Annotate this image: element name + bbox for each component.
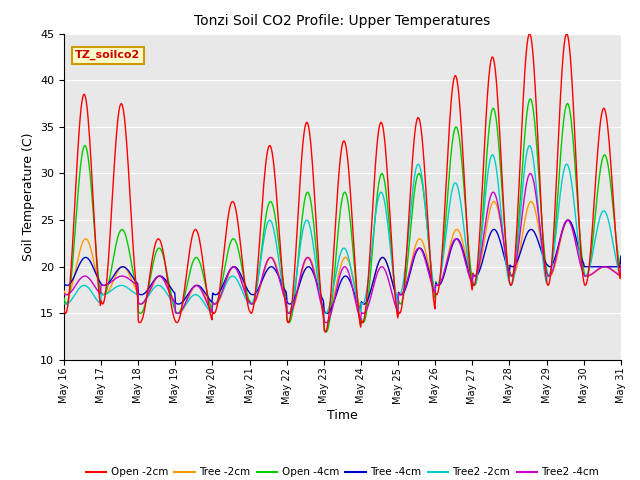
Legend: Open -2cm, Tree -2cm, Open -4cm, Tree -4cm, Tree2 -2cm, Tree2 -4cm: Open -2cm, Tree -2cm, Open -4cm, Tree -4… [81, 463, 604, 480]
Text: TZ_soilco2: TZ_soilco2 [75, 50, 140, 60]
Y-axis label: Soil Temperature (C): Soil Temperature (C) [22, 132, 35, 261]
X-axis label: Time: Time [327, 409, 358, 422]
Title: Tonzi Soil CO2 Profile: Upper Temperatures: Tonzi Soil CO2 Profile: Upper Temperatur… [195, 14, 490, 28]
